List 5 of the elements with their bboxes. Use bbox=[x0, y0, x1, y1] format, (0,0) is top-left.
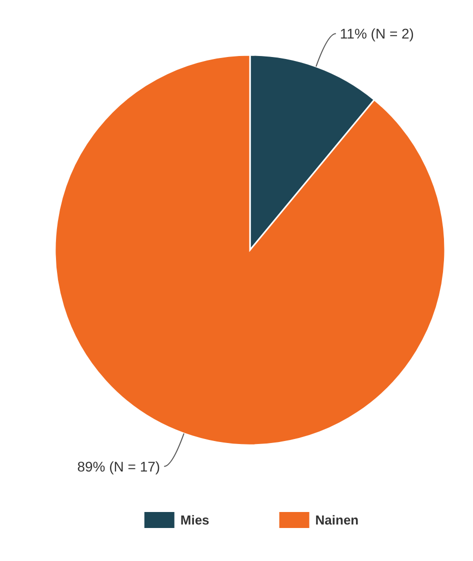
legend-label: Nainen bbox=[315, 512, 359, 528]
pie-slice bbox=[54, 54, 446, 446]
legend-label: Mies bbox=[180, 512, 210, 528]
data-label: 89% (N = 17) bbox=[77, 458, 160, 474]
data-label: 11% (N = 2) bbox=[340, 25, 414, 42]
